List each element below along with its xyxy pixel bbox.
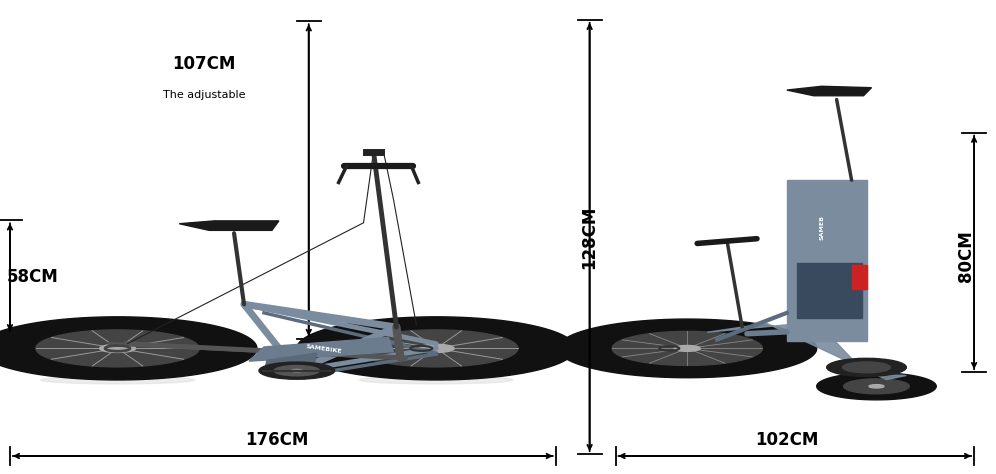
Text: The adjustable: The adjustable	[163, 90, 245, 100]
Polygon shape	[787, 180, 867, 341]
Text: 107CM: 107CM	[172, 55, 236, 73]
Polygon shape	[613, 331, 762, 365]
Text: 128CM: 128CM	[581, 205, 599, 269]
Polygon shape	[0, 317, 257, 380]
Ellipse shape	[41, 376, 194, 384]
Polygon shape	[355, 330, 518, 367]
Polygon shape	[179, 221, 279, 230]
Text: 176CM: 176CM	[245, 431, 309, 449]
Ellipse shape	[843, 362, 890, 373]
Polygon shape	[787, 86, 872, 96]
Ellipse shape	[291, 369, 303, 372]
Polygon shape	[100, 344, 135, 353]
Ellipse shape	[259, 362, 335, 379]
Polygon shape	[797, 263, 862, 318]
Polygon shape	[249, 337, 393, 361]
Text: 80CM: 80CM	[957, 230, 975, 282]
Ellipse shape	[274, 365, 320, 376]
Polygon shape	[817, 373, 936, 400]
Polygon shape	[844, 379, 909, 394]
Text: 102CM: 102CM	[755, 431, 819, 449]
Polygon shape	[558, 319, 817, 378]
Polygon shape	[707, 322, 906, 380]
Polygon shape	[36, 330, 199, 367]
Polygon shape	[418, 344, 454, 353]
Text: SAMEB: SAMEB	[819, 215, 825, 240]
Polygon shape	[297, 317, 576, 380]
Ellipse shape	[360, 376, 513, 384]
Polygon shape	[264, 353, 317, 373]
Ellipse shape	[827, 358, 906, 376]
Ellipse shape	[869, 384, 884, 388]
Polygon shape	[852, 265, 867, 289]
Text: SAMEBIKE: SAMEBIKE	[306, 344, 342, 355]
Text: 58CM: 58CM	[7, 268, 59, 286]
Polygon shape	[674, 346, 700, 351]
